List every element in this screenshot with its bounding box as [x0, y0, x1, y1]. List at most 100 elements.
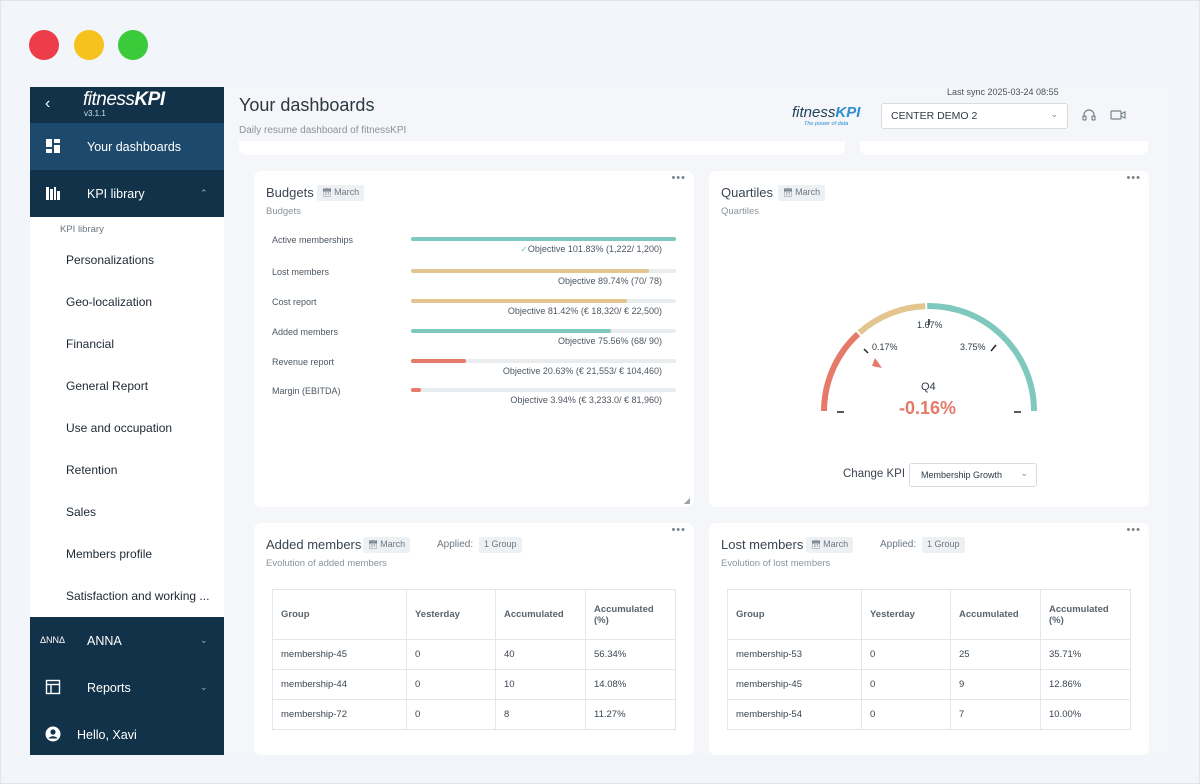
- library-icon: [46, 187, 60, 200]
- lost-members-table: Group Yesterday Accumulated Accumulated(…: [727, 589, 1131, 730]
- sidebar-item-label: Your dashboards: [87, 139, 182, 154]
- top-header: Your dashboards Daily resume dashboard o…: [224, 87, 1172, 147]
- table-cell: 0: [406, 669, 496, 700]
- more-options-icon[interactable]: •••: [671, 524, 686, 536]
- sidebar-item-satisfaction[interactable]: Satisfaction and working ...: [66, 589, 210, 603]
- chevron-down-icon: ⌄: [200, 682, 208, 692]
- budget-bar: [411, 359, 676, 363]
- budget-label: Active memberships: [272, 235, 354, 245]
- card-subtitle: Evolution of lost members: [721, 558, 831, 569]
- card-title: Added members: [266, 537, 362, 552]
- column-header: Group: [727, 589, 862, 640]
- check-icon: ✓: [520, 244, 528, 254]
- budget-bar-fill: [411, 359, 466, 363]
- sidebar-item-anna[interactable]: ΔNΝΔ ANNA ⌄: [30, 617, 224, 664]
- table-cell: 0: [406, 699, 496, 730]
- table-header-row: Group Yesterday Accumulated Accumulated(…: [727, 589, 1131, 640]
- center-select-value: CENTER DEMO 2: [891, 110, 978, 122]
- sidebar-item-retention[interactable]: Retention: [66, 463, 118, 477]
- chevron-left-icon[interactable]: ‹: [45, 95, 51, 112]
- sidebar-item-financial[interactable]: Financial: [66, 337, 115, 351]
- table-row[interactable]: membership-72 0 8 11.27%: [272, 699, 676, 730]
- card-title: Quartiles: [721, 185, 774, 200]
- gauge-arc-q3: [927, 302, 1037, 412]
- sidebar-item-personalizations[interactable]: Personalizations: [66, 253, 155, 267]
- table-row[interactable]: membership-45 0 9 12.86%: [727, 669, 1131, 700]
- budget-objective: Objective 3.94% (€ 3,233.0/ € 81,960): [510, 395, 662, 405]
- budget-label: Margin (EBITDA): [272, 386, 341, 396]
- sidebar-item-reports[interactable]: Reports ⌄: [30, 664, 224, 711]
- kpi-library-submenu: KPI library Personalizations Geo-localiz…: [30, 217, 224, 617]
- headset-icon[interactable]: [1081, 107, 1097, 123]
- table-row[interactable]: membership-45 0 40 56.34%: [272, 639, 676, 670]
- more-options-icon[interactable]: •••: [1126, 172, 1141, 184]
- month-badge: 📅︎ March: [363, 537, 411, 553]
- center-select[interactable]: CENTER DEMO 2 ⌄: [881, 103, 1068, 129]
- sidebar-item-label: KPI library: [87, 186, 145, 201]
- budget-bar-fill: [411, 299, 627, 303]
- table-cell: membership-44: [272, 669, 407, 700]
- table-row[interactable]: membership-44 0 10 14.08%: [272, 669, 676, 700]
- budget-bar: [411, 269, 676, 273]
- window-close-button[interactable]: [29, 30, 59, 60]
- month-badge: 📅︎ March: [778, 185, 826, 201]
- sidebar-bottom: ΔNΝΔ ANNA ⌄ Reports ⌄ Hello, Xavi: [30, 617, 224, 755]
- budget-objective: ✓Objective 101.83% (1,222/ 1,200): [520, 244, 662, 254]
- quarter-label: Q4: [921, 381, 936, 393]
- table-cell: 0: [406, 639, 496, 670]
- column-header: Accumulated (%): [585, 589, 676, 640]
- resize-handle-icon[interactable]: ◢: [683, 496, 690, 505]
- table-row[interactable]: membership-54 0 7 10.00%: [727, 699, 1131, 730]
- budget-bar: [411, 237, 676, 241]
- table-cell: 25: [950, 639, 1041, 670]
- month-badge: 📅︎ March: [317, 185, 365, 201]
- column-header: Group: [272, 589, 407, 640]
- card-subtitle: Quartiles: [721, 206, 760, 217]
- sidebar-item-geo-localization[interactable]: Geo-localization: [66, 295, 153, 309]
- more-options-icon[interactable]: •••: [1126, 524, 1141, 536]
- gauge-label-q3: 3.75%: [960, 342, 986, 352]
- budget-objective: Objective 81.42% (€ 18,320/ € 22,500): [507, 306, 662, 316]
- sidebar-item-members-profile[interactable]: Members profile: [66, 547, 153, 561]
- app-window: ‹ fitnessKPI v3.1.1 Your dashboards KPI …: [30, 87, 1172, 755]
- change-kpi-label: Change KPI: [843, 468, 906, 480]
- sidebar-user[interactable]: Hello, Xavi: [30, 711, 224, 755]
- window-maximize-button[interactable]: [118, 30, 148, 60]
- gauge-label-q1: 0.17%: [872, 342, 898, 352]
- table-cell: membership-53: [727, 639, 862, 670]
- budget-bar: [411, 299, 676, 303]
- table-header-row: Group Yesterday Accumulated Accumulated(…: [272, 589, 676, 640]
- table-cell: membership-45: [727, 669, 862, 700]
- budget-objective: Objective 89.74% (70/ 78): [557, 276, 662, 286]
- table-cell: 56.34%: [585, 639, 676, 670]
- sidebar-item-general-report[interactable]: General Report: [66, 379, 149, 393]
- month-badge: 📅︎ March: [806, 537, 854, 553]
- gauge-arc-q1: [821, 331, 861, 412]
- applied-filter-badge[interactable]: 1 Group: [479, 537, 522, 553]
- user-greeting: Hello, Xavi: [77, 727, 137, 742]
- sidebar-item-kpi-library[interactable]: KPI library ⌃: [30, 170, 224, 217]
- sidebar-item-your-dashboards[interactable]: Your dashboards: [30, 123, 224, 170]
- applied-label: Applied:: [880, 539, 917, 550]
- video-icon[interactable]: [1110, 107, 1126, 123]
- budget-bar-fill: [411, 269, 649, 273]
- budget-label: Cost report: [272, 297, 317, 307]
- budget-bar-fill: [411, 329, 612, 333]
- more-options-icon[interactable]: •••: [671, 172, 686, 184]
- calendar-icon: 📅︎: [811, 540, 822, 549]
- sidebar-item-sales[interactable]: Sales: [66, 505, 97, 519]
- sidebar-item-use-and-occupation[interactable]: Use and occupation: [66, 421, 173, 435]
- table-row[interactable]: membership-53 0 25 35.71%: [727, 639, 1131, 670]
- sidebar-header: ‹ fitnessKPI v3.1.1: [30, 87, 224, 123]
- quartile-value: -0.16%: [899, 398, 957, 418]
- card-strip-right: [860, 141, 1148, 155]
- brand-tagline: The power of data: [804, 121, 849, 127]
- window-minimize-button[interactable]: [74, 30, 104, 60]
- applied-filter-badge[interactable]: 1 Group: [922, 537, 965, 553]
- kpi-select[interactable]: Membership Growth ⌄: [909, 463, 1037, 487]
- table-cell: 8: [495, 699, 586, 730]
- sidebar-logo: fitnessKPI: [83, 89, 165, 110]
- table-cell: 12.86%: [1040, 669, 1131, 700]
- table-cell: 35.71%: [1040, 639, 1131, 670]
